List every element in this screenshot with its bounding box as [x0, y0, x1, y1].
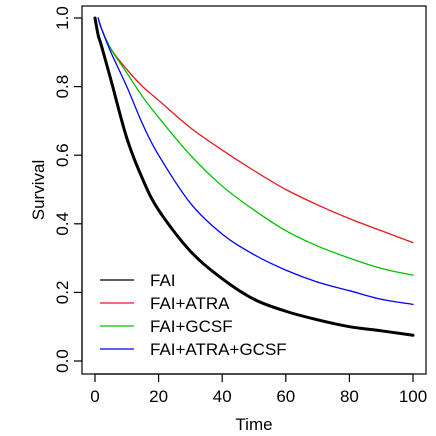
y-tick-label: 0.6: [53, 143, 72, 167]
y-axis-title: Survival: [29, 160, 48, 220]
x-tick-label: 40: [213, 387, 232, 406]
legend-label: FAI: [150, 271, 176, 290]
x-axis: 0 20 40 60 80 100: [90, 373, 427, 406]
x-tick-label: 80: [340, 387, 359, 406]
x-tick-label: 20: [149, 387, 168, 406]
legend-label: FAI+ATRA: [150, 294, 230, 313]
x-tick-label: 0: [90, 387, 99, 406]
x-axis-title: Time: [235, 415, 272, 434]
y-axis: 0.0 0.2 0.4 0.6 0.8 1.0: [53, 6, 83, 373]
y-tick-label: 0.2: [53, 281, 72, 305]
legend-label: FAI+GCSF: [150, 317, 233, 336]
x-tick-label: 60: [276, 387, 295, 406]
y-tick-label: 0.0: [53, 349, 72, 373]
legend-label: FAI+ATRA+GCSF: [150, 340, 287, 359]
series-group: [93, 16, 415, 337]
y-tick-label: 0.8: [53, 75, 72, 99]
plot-frame: [81, 5, 427, 375]
legend: FAI FAI+ATRA FAI+GCSF FAI+ATRA+GCSF: [100, 271, 287, 359]
x-tick-label: 100: [399, 387, 427, 406]
y-tick-label: 1.0: [53, 6, 72, 30]
series-line-fai-atra-gcsf: [97, 17, 414, 306]
series-line-fai: [93, 16, 415, 337]
series-line-fai-gcsf: [97, 17, 414, 276]
y-tick-label: 0.4: [53, 212, 72, 236]
